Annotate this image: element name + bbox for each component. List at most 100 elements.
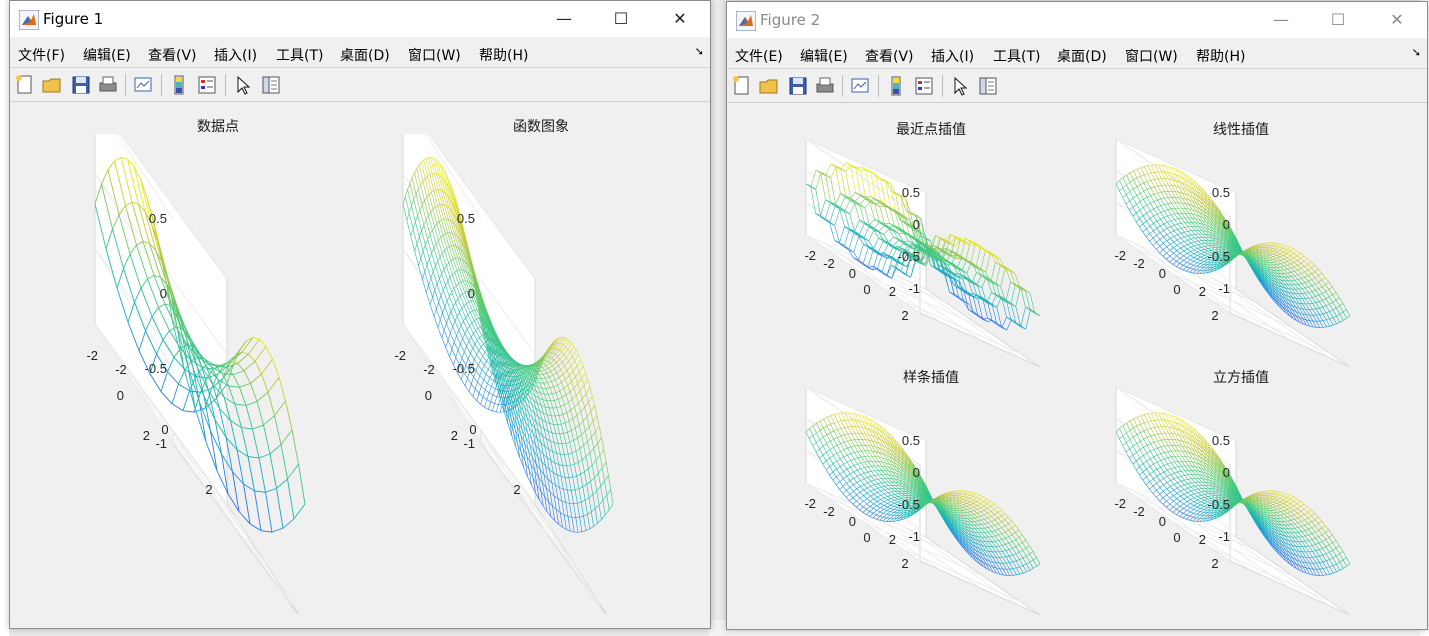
save-icon[interactable] bbox=[787, 75, 809, 97]
toolbar-separator bbox=[942, 75, 943, 97]
menu-insert[interactable]: 插入(I) bbox=[214, 48, 258, 64]
menu-window[interactable]: 窗口(W) bbox=[1125, 49, 1178, 65]
close-button[interactable]: ✕ bbox=[1390, 10, 1404, 29]
menu-edit[interactable]: 编辑(E) bbox=[83, 48, 131, 64]
minimize-button[interactable]: — bbox=[556, 9, 572, 28]
print-icon[interactable] bbox=[97, 74, 119, 96]
figure2-plot-1-axes-title: 最近点插值 bbox=[896, 122, 966, 138]
figure-2-window[interactable]: Figure 2 — ☐ ✕ 文件(E) 编辑(E) 查看(V) 插入(I) 工… bbox=[726, 1, 1428, 630]
maximize-button[interactable]: ☐ bbox=[1330, 10, 1346, 29]
z-tick-label: -0.5 bbox=[898, 497, 920, 512]
z-tick-label: -0.5 bbox=[1208, 497, 1230, 512]
menu-help[interactable]: 帮助(H) bbox=[479, 48, 529, 64]
axis-ticks: 0.50-0.5-120-2-202 bbox=[1114, 185, 1230, 323]
figure-1-window[interactable]: Figure 1 — ☐ ✕ 文件(F) 编辑(E) 查看(V) 插入(I) 工… bbox=[9, 0, 711, 629]
x-tick-label: 2 bbox=[901, 308, 908, 323]
y-tick-label: 2 bbox=[1199, 532, 1206, 547]
figure2-plot-2-axes-title: 线性插值 bbox=[1213, 122, 1269, 138]
menu-edit[interactable]: 编辑(E) bbox=[800, 49, 848, 65]
menu-overflow-icon[interactable]: ➘ bbox=[694, 45, 704, 58]
x-tick-label: 2 bbox=[1211, 308, 1218, 323]
figure1-plot-2-axes-title: 函数图象 bbox=[513, 119, 569, 135]
close-button[interactable]: ✕ bbox=[673, 9, 687, 28]
figure1-plot-1-axes[interactable]: 0.50-0.5-120-2-202 bbox=[68, 134, 358, 614]
figure2-plot-2-axes[interactable]: 0.50-0.5-120-2-202 bbox=[1093, 137, 1363, 367]
matlab-app-icon bbox=[736, 11, 756, 31]
x-tick-label: 0 bbox=[863, 530, 870, 545]
x-tick-label: -2 bbox=[823, 504, 835, 519]
y-tick-label: 2 bbox=[143, 428, 150, 443]
link-plot-icon[interactable] bbox=[849, 75, 871, 97]
x-tick-label: 2 bbox=[1211, 556, 1218, 571]
axis-ticks: 0.50-0.5-120-2-202 bbox=[804, 433, 920, 571]
pointer-icon[interactable] bbox=[949, 75, 971, 97]
legend-icon[interactable] bbox=[196, 74, 218, 96]
figure1-plot-1-axes-title: 数据点 bbox=[197, 119, 239, 135]
figure-toolbar bbox=[727, 69, 1427, 103]
figure-canvas: 数据点 0.5 0 -0.5 -1 2 0 -2 -2 0 2 函数图象 0.5 0 -0.5 -1 2 0 -2-… bbox=[10, 102, 710, 628]
minimize-button[interactable]: — bbox=[1273, 10, 1289, 29]
save-icon[interactable] bbox=[70, 74, 92, 96]
z-tick-label: -1 bbox=[155, 436, 167, 451]
x-tick-label: -2 bbox=[423, 362, 435, 377]
menu-window[interactable]: 窗口(W) bbox=[408, 48, 461, 64]
menu-view[interactable]: 查看(V) bbox=[148, 48, 197, 64]
title-bar[interactable]: Figure 2 — ☐ ✕ bbox=[727, 2, 1427, 38]
open-file-icon[interactable] bbox=[758, 75, 780, 97]
surface-mesh bbox=[1115, 412, 1351, 576]
y-tick-label: -2 bbox=[86, 348, 98, 363]
z-tick-label: -1 bbox=[908, 281, 920, 296]
y-tick-label: 0 bbox=[1159, 266, 1166, 281]
y-tick-label: 0 bbox=[117, 388, 124, 403]
menu-tools[interactable]: 工具(T) bbox=[276, 48, 324, 64]
x-tick-label: 0 bbox=[1173, 530, 1180, 545]
property-editor-icon[interactable] bbox=[977, 75, 999, 97]
menu-tools[interactable]: 工具(T) bbox=[993, 49, 1041, 65]
figure2-plot-4-axes[interactable]: 0.50-0.5-120-2-202 bbox=[1093, 385, 1363, 615]
z-tick-label: 0.5 bbox=[457, 211, 475, 226]
new-figure-icon[interactable] bbox=[731, 75, 753, 97]
figure2-plot-3-axes[interactable]: 0.50-0.5-120-2-202 bbox=[783, 385, 1053, 615]
menu-overflow-icon[interactable]: ➘ bbox=[1411, 46, 1421, 59]
legend-icon[interactable] bbox=[913, 75, 935, 97]
window-title: Figure 2 bbox=[760, 11, 821, 29]
y-tick-label: -2 bbox=[394, 348, 406, 363]
axis-ticks: 0.50-0.5-120-2-202 bbox=[1114, 433, 1230, 571]
x-tick-label: 2 bbox=[901, 556, 908, 571]
menu-file[interactable]: 文件(F) bbox=[18, 48, 65, 64]
figure1-plot-2-axes[interactable]: 0.50-0.5-120-2-202 bbox=[376, 134, 666, 614]
x-tick-label: -2 bbox=[823, 256, 835, 271]
title-bar[interactable]: Figure 1 — ☐ ✕ bbox=[10, 1, 710, 37]
toolbar-separator bbox=[842, 75, 843, 97]
y-tick-label: -2 bbox=[804, 496, 816, 511]
menu-file[interactable]: 文件(E) bbox=[735, 49, 783, 65]
menu-view[interactable]: 查看(V) bbox=[865, 49, 914, 65]
z-tick-label: 0 bbox=[160, 286, 167, 301]
colorbar-icon[interactable] bbox=[885, 75, 907, 97]
menu-bar: 文件(F) 编辑(E) 查看(V) 插入(I) 工具(T) 桌面(D) 窗口(W… bbox=[10, 37, 710, 68]
z-tick-label: -0.5 bbox=[1208, 249, 1230, 264]
pointer-icon[interactable] bbox=[232, 74, 254, 96]
open-file-icon[interactable] bbox=[41, 74, 63, 96]
z-tick-label: 0.5 bbox=[1212, 185, 1230, 200]
z-tick-label: 0.5 bbox=[902, 185, 920, 200]
toolbar-separator bbox=[878, 75, 879, 97]
print-icon[interactable] bbox=[814, 75, 836, 97]
surface-mesh bbox=[805, 412, 1041, 576]
menu-help[interactable]: 帮助(H) bbox=[1196, 49, 1246, 65]
axis-ticks: 0.50-0.5-120-2-202 bbox=[86, 211, 212, 497]
menu-desktop[interactable]: 桌面(D) bbox=[1057, 49, 1107, 65]
maximize-button[interactable]: ☐ bbox=[613, 9, 629, 28]
new-figure-icon[interactable] bbox=[14, 74, 36, 96]
z-tick-label: -1 bbox=[1218, 281, 1230, 296]
figure2-plot-3-axes-title: 样条插值 bbox=[903, 370, 959, 386]
colorbar-icon[interactable] bbox=[168, 74, 190, 96]
x-tick-label: 0 bbox=[1173, 282, 1180, 297]
menu-insert[interactable]: 插入(I) bbox=[931, 49, 975, 65]
z-tick-label: -1 bbox=[463, 436, 475, 451]
menu-desktop[interactable]: 桌面(D) bbox=[340, 48, 390, 64]
z-tick-label: 0.5 bbox=[1212, 433, 1230, 448]
figure2-plot-1-axes[interactable]: 0.50-0.5-120-2-202 bbox=[783, 137, 1053, 367]
property-editor-icon[interactable] bbox=[260, 74, 282, 96]
link-plot-icon[interactable] bbox=[132, 74, 154, 96]
